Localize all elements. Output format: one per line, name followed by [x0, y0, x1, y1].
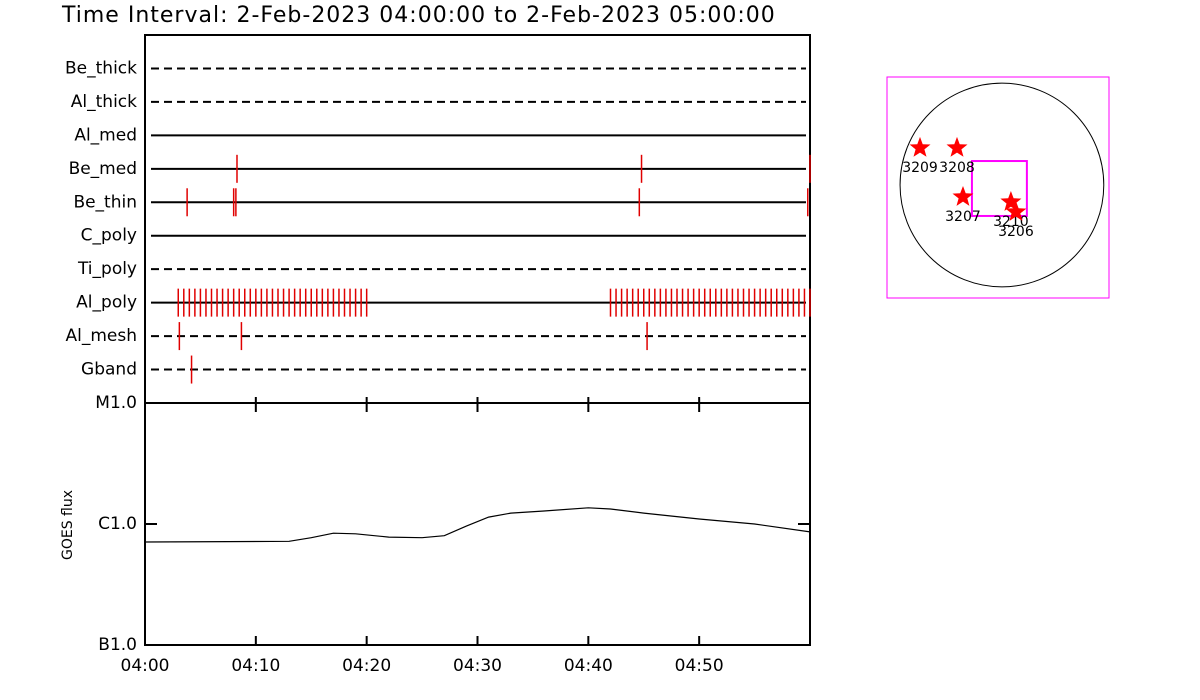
row-label: Be_thick — [65, 58, 137, 78]
region-marker — [952, 186, 974, 206]
region-marker — [1005, 201, 1027, 221]
x-tick-label: 04:20 — [342, 656, 391, 676]
region-label: 3206 — [998, 224, 1034, 240]
region-marker — [1000, 191, 1022, 211]
map-frame — [886, 76, 1110, 299]
region-marker — [946, 136, 968, 157]
row-label: C_poly — [81, 226, 137, 246]
fov-box — [970, 160, 1028, 217]
x-tick-label: 04:30 — [453, 656, 502, 676]
goes-line — [144, 507, 811, 543]
row-label: Ti_poly — [77, 259, 137, 279]
timeline-frame — [144, 34, 811, 404]
row-label: Be_med — [69, 159, 137, 179]
chart-title: Time Interval: 2-Feb-2023 04:00:00 to 2-… — [61, 3, 776, 28]
y-tick-label: C1.0 — [98, 514, 137, 534]
region-marker — [909, 136, 931, 157]
x-tick-label: 04:40 — [564, 656, 613, 676]
row-label: Be_thin — [73, 192, 137, 212]
goes-frame — [144, 402, 811, 646]
region-label: 3208 — [939, 160, 975, 176]
x-tick-label: 04:50 — [675, 656, 724, 676]
row-label: Al_poly — [76, 293, 137, 313]
x-tick-label: 04:00 — [121, 656, 170, 676]
row-label: Gband — [81, 360, 137, 380]
row-label: Al_mesh — [65, 326, 137, 346]
y-tick-label: M1.0 — [95, 393, 137, 413]
row-label: Al_thick — [71, 92, 137, 112]
region-label: 3207 — [945, 209, 981, 225]
solar-limb — [899, 82, 1105, 288]
y-axis-label: GOES flux — [60, 490, 76, 560]
row-label: Al_med — [74, 125, 137, 145]
y-tick-label: B1.0 — [98, 635, 137, 655]
x-tick-label: 04:10 — [231, 656, 280, 676]
region-label: 3209 — [902, 160, 938, 176]
